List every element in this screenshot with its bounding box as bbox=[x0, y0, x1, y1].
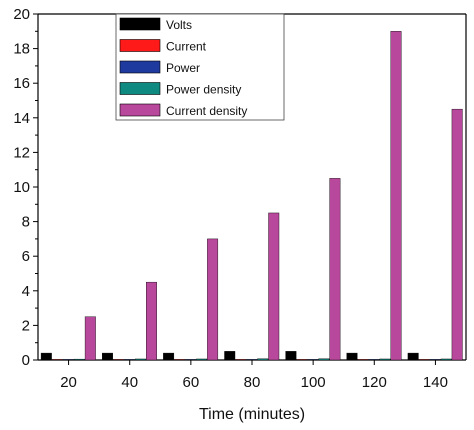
bar-volts-120 bbox=[346, 352, 358, 361]
bar-current-density-40 bbox=[146, 281, 157, 361]
x-tick-label: 60 bbox=[183, 374, 200, 391]
y-tick-label: 8 bbox=[22, 214, 30, 231]
bar-power-density-40 bbox=[135, 358, 146, 361]
y-tick-label: 18 bbox=[13, 41, 30, 58]
bar-power-100 bbox=[307, 359, 319, 361]
bar-current-80 bbox=[235, 359, 247, 361]
bar-power-80 bbox=[246, 359, 258, 361]
bar-power-density-60 bbox=[196, 358, 208, 361]
legend-label: Power density bbox=[166, 83, 241, 97]
bar-power-20 bbox=[62, 359, 74, 361]
bar-power-40 bbox=[124, 359, 135, 361]
y-tick-label: 20 bbox=[13, 6, 30, 23]
y-tick-label: 12 bbox=[13, 144, 30, 161]
bar-current-density-20 bbox=[84, 316, 96, 361]
legend-label: Current bbox=[166, 40, 207, 54]
bar-power-120 bbox=[368, 359, 380, 361]
y-tick-label: 4 bbox=[22, 283, 30, 300]
legend-label: Power bbox=[166, 61, 200, 75]
y-tick-label: 0 bbox=[22, 352, 30, 369]
x-tick-label: 140 bbox=[423, 374, 448, 391]
y-tick-label: 16 bbox=[13, 75, 30, 92]
bar-power-density-80 bbox=[257, 358, 269, 361]
x-tick-label: 80 bbox=[244, 374, 261, 391]
bar-current-60 bbox=[174, 359, 186, 361]
bar-current-density-60 bbox=[207, 238, 219, 361]
bar-current-20 bbox=[51, 359, 63, 361]
legend-swatch bbox=[119, 17, 161, 31]
legend-label: Volts bbox=[166, 18, 192, 32]
y-tick-label: 2 bbox=[22, 317, 30, 334]
bar-current-density-100 bbox=[329, 178, 341, 361]
bar-current-density-140 bbox=[451, 108, 463, 361]
legend-swatch bbox=[119, 82, 161, 95]
x-tick-label: 40 bbox=[121, 374, 138, 391]
legend-swatch bbox=[119, 103, 161, 117]
bar-power-density-20 bbox=[73, 358, 85, 361]
bar-current-140 bbox=[418, 359, 430, 361]
bar-volts-80 bbox=[224, 351, 236, 361]
bar-current-density-80 bbox=[268, 212, 280, 361]
bar-volts-100 bbox=[285, 351, 297, 361]
bar-volts-60 bbox=[163, 352, 175, 361]
legend-swatch bbox=[119, 60, 161, 74]
bar-current-40 bbox=[113, 359, 124, 361]
x-axis-title: Time (minutes) bbox=[199, 406, 305, 423]
y-tick-label: 14 bbox=[13, 110, 30, 127]
bar-power-density-120 bbox=[379, 358, 391, 361]
x-tick-label: 120 bbox=[362, 374, 387, 391]
bar-power-density-140 bbox=[440, 358, 452, 361]
bar-volts-140 bbox=[407, 352, 419, 361]
y-tick-label: 10 bbox=[13, 179, 30, 196]
y-tick-label: 6 bbox=[22, 248, 30, 265]
bar-volts-40 bbox=[102, 352, 113, 361]
bar-current-100 bbox=[296, 359, 308, 361]
bar-current-120 bbox=[357, 359, 369, 361]
x-tick-label: 20 bbox=[60, 374, 77, 391]
bar-power-density-100 bbox=[318, 358, 330, 361]
bar-current-density-120 bbox=[390, 31, 402, 361]
x-tick-label: 100 bbox=[301, 374, 326, 391]
bar-power-140 bbox=[429, 359, 441, 361]
legend-swatch bbox=[119, 39, 161, 52]
bar-volts-20 bbox=[40, 352, 52, 361]
legend-label: Current density bbox=[166, 104, 247, 118]
bar-power-60 bbox=[185, 359, 197, 361]
